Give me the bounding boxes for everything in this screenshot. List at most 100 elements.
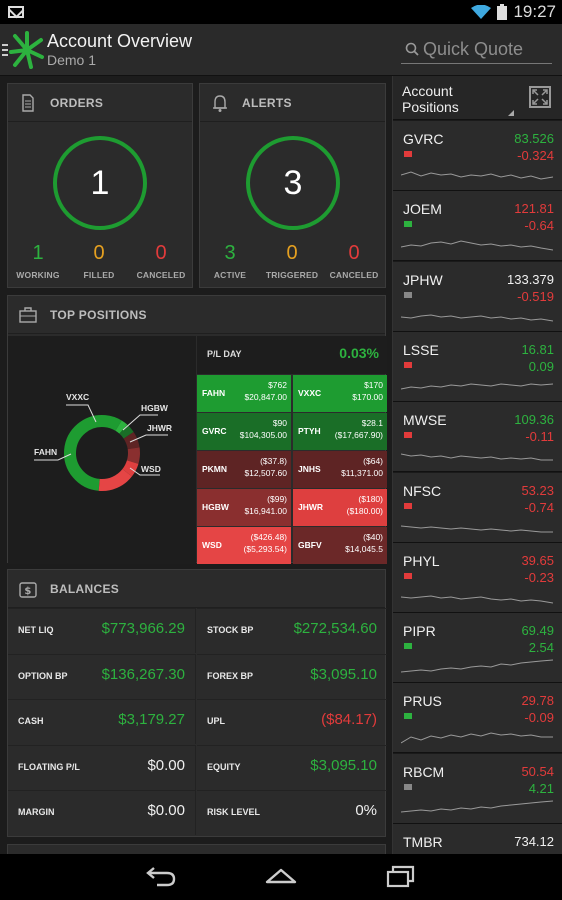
position-change: -0.09: [524, 710, 554, 726]
balance-forex-bp: FOREX BP $3,095.10: [197, 653, 387, 699]
balance-label: OPTION BP: [18, 670, 68, 681]
orders-working: 1 WORKING: [16, 242, 60, 280]
position-row-gvrc[interactable]: GVRC 83.526 -0.324: [393, 121, 562, 191]
tile-value: ($17,667.90): [334, 430, 383, 440]
position-row-lsse[interactable]: LSSE 16.81 0.09: [393, 331, 562, 402]
orders-canceled: 0 CANCELED: [136, 242, 186, 280]
document-icon: [18, 93, 38, 113]
orders-filled: 0 FILLED: [83, 242, 115, 280]
position-price: 16.81: [521, 341, 554, 357]
balance-risk-level: RISK LEVEL 0%: [197, 790, 387, 835]
tile-pl: ($40): [363, 532, 383, 542]
home-icon[interactable]: [264, 864, 298, 890]
tile-symbol: GVRC: [202, 426, 227, 436]
flag-icon: [404, 713, 412, 720]
pl-day-header: P/L DAY 0.03%: [197, 336, 387, 374]
positions-donut-chart[interactable]: VXXC HGBW JHWR FAHN WSD: [8, 336, 196, 564]
position-tile-hgbw[interactable]: HGBW ($99) $16,941.00: [197, 489, 291, 526]
tile-symbol: GBFV: [298, 540, 322, 550]
alerts-title: ALERTS: [242, 95, 292, 110]
tile-pl: $762: [268, 380, 287, 390]
account-positions-panel[interactable]: Account Positions GVRC 83.526 -0.324 JOEM 121…: [392, 76, 562, 854]
tile-symbol: FAHN: [202, 388, 226, 398]
balance-margin: MARGIN $0.00: [8, 790, 196, 835]
tile-value: $170.00: [352, 392, 383, 402]
position-row-phyl[interactable]: PHYL 39.65 -0.23: [393, 542, 562, 613]
tile-pl: $90: [272, 418, 287, 428]
mail-icon: [8, 6, 24, 18]
position-tile-jnhs[interactable]: JNHS ($64) $11,371.00: [293, 451, 387, 488]
orders-title: ORDERS: [50, 95, 104, 110]
flag-icon: [404, 783, 412, 790]
position-row-nfsc[interactable]: NFSC 53.23 -0.74: [393, 472, 562, 543]
position-row-rbcm[interactable]: RBCM 50.54 4.21: [393, 753, 562, 824]
tile-value: $104,305.00: [239, 430, 287, 440]
alerts-card[interactable]: ALERTS 3 3 ACTIVE 0 TRIGGERED 0 CANCELED: [199, 83, 386, 288]
quick-quote-search[interactable]: Quick Quote: [401, 36, 552, 64]
position-tile-jhwr[interactable]: JHWR ($180) ($180.00): [293, 489, 387, 526]
position-symbol: PHYL: [403, 552, 440, 569]
flag-icon: [404, 291, 412, 298]
back-icon[interactable]: [143, 864, 177, 890]
tile-value: $12,507.60: [244, 468, 287, 478]
alerts-canceled: 0 CANCELED: [329, 242, 379, 280]
position-row-pipr[interactable]: PIPR 69.49 2.54: [393, 613, 562, 684]
balance-label: NET LIQ: [18, 625, 54, 635]
briefcase-icon: [18, 305, 38, 325]
balance-label: FLOATING P/L: [18, 761, 80, 772]
recent-apps-icon[interactable]: [384, 864, 418, 890]
balance-value: $3,179.27: [118, 711, 185, 728]
donut-label-vxxc: VXXC: [66, 392, 90, 402]
position-tile-wsd[interactable]: WSD ($426.48) ($5,293.54): [197, 527, 291, 564]
tile-value: $20,847.00: [244, 392, 287, 402]
app-logo-icon[interactable]: [9, 30, 45, 70]
sparkline: [401, 383, 553, 390]
orders-card[interactable]: ORDERS 1 1 WORKING 0 FILLED 0 CANCELED: [7, 83, 193, 288]
position-tile-fahn[interactable]: FAHN $762 $20,847.00: [197, 375, 291, 412]
tile-value: $16,941.00: [244, 506, 287, 516]
donut-label-wsd: WSD: [141, 464, 161, 474]
position-change: 4.21: [528, 780, 554, 796]
position-tile-pkmn[interactable]: PKMN ($37.8) $12,507.60: [197, 451, 291, 488]
flag-icon: [404, 432, 412, 439]
alerts-triggered: 0 TRIGGERED: [265, 242, 319, 280]
expand-icon[interactable]: [529, 86, 551, 108]
app-bar: Account Overview Demo 1 Quick Quote: [0, 24, 562, 76]
menu-icon[interactable]: [2, 44, 8, 56]
balance-label: STOCK BP: [207, 625, 254, 635]
position-row-prus[interactable]: PRUS 29.78 -0.09: [393, 683, 562, 754]
position-price: 109.36: [514, 412, 554, 428]
position-change: 2.54: [528, 640, 554, 656]
sparkline: [401, 240, 553, 251]
donut-svg: [34, 404, 168, 491]
top-positions-card[interactable]: TOP POSITIONS VXXC HGBW JHWR FAHN WSD P/…: [7, 295, 387, 564]
tile-symbol: JHWR: [298, 502, 324, 512]
tile-symbol: WSD: [202, 540, 222, 550]
balances-card[interactable]: $ BALANCES NET LIQ $773,966.29 STOCK BP $27…: [7, 569, 387, 837]
balances-title: BALANCES: [50, 581, 120, 596]
balance-value: ($84.17): [321, 711, 377, 728]
tile-pl: $28.1: [361, 418, 383, 428]
position-price: 121.81: [514, 201, 554, 217]
balance-option-bp: OPTION BP $136,267.30: [8, 653, 196, 699]
position-price: 83.526: [514, 131, 554, 146]
tile-pl: ($99): [267, 494, 287, 504]
position-row-mwse[interactable]: MWSE 109.36 -0.11: [393, 402, 562, 473]
position-price: 69.49: [521, 623, 554, 639]
position-row-tmbr[interactable]: TMBR 734.12: [393, 824, 562, 854]
position-row-joem[interactable]: JOEM 121.81 -0.64: [393, 191, 562, 262]
position-tile-vxxc[interactable]: VXXC $170 $170.00: [293, 375, 387, 412]
donut-label-hgbw: HGBW: [141, 403, 168, 413]
position-tile-gbfv[interactable]: GBFV ($40) $14,045.5: [293, 527, 387, 564]
page-title: Account Overview: [47, 31, 193, 51]
flag-icon: [404, 221, 412, 228]
status-time: 19:27: [513, 2, 556, 21]
account-name: Demo 1: [47, 52, 97, 68]
position-row-jphw[interactable]: JPHW 133.379 -0.519: [393, 261, 562, 332]
position-tile-gvrc[interactable]: GVRC $90 $104,305.00: [197, 413, 291, 450]
position-tile-ptyh[interactable]: PTYH $28.1 ($17,667.90): [293, 413, 387, 450]
position-price: 53.23: [521, 482, 554, 498]
dropdown-corner-icon[interactable]: [508, 110, 514, 116]
orders-count-ring: 1: [53, 136, 147, 230]
account-positions-title: Account Positions: [402, 83, 459, 115]
